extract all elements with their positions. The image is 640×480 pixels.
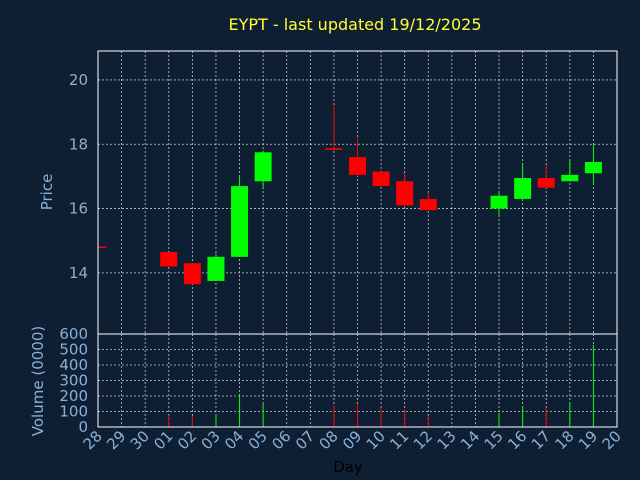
price-tick-label: 16 bbox=[69, 200, 88, 218]
price-candles bbox=[98, 105, 602, 285]
volume-tick-label: 0 bbox=[78, 418, 88, 436]
x-tick-label: 09 bbox=[339, 427, 365, 453]
price-panel-grid bbox=[98, 51, 617, 334]
x-tick-label: 01 bbox=[150, 427, 176, 453]
candle-body bbox=[490, 195, 508, 209]
candle-body bbox=[183, 263, 201, 285]
volume-tick-label: 300 bbox=[59, 372, 88, 390]
volume-tick-label: 600 bbox=[59, 325, 88, 343]
x-tick-label: 10 bbox=[363, 427, 389, 453]
x-tick-label: 02 bbox=[174, 427, 200, 453]
candle-body bbox=[231, 186, 249, 257]
volume-tick-label: 100 bbox=[59, 403, 88, 421]
candle-body bbox=[514, 178, 532, 199]
price-tick-label: 14 bbox=[69, 264, 88, 282]
x-tick-label: 17 bbox=[528, 427, 554, 453]
volume-bars bbox=[168, 344, 594, 427]
volume-tick-label: 200 bbox=[59, 387, 88, 405]
candle-body bbox=[396, 181, 414, 206]
x-tick-label: 30 bbox=[127, 427, 153, 453]
price-axis-ticks: 14 16 18 20 bbox=[69, 71, 88, 282]
x-axis-label: Day bbox=[333, 458, 363, 476]
x-tick-label: 04 bbox=[221, 427, 247, 453]
candle-body bbox=[561, 174, 579, 182]
volume-tick-label: 400 bbox=[59, 356, 88, 374]
candle-body bbox=[98, 246, 106, 248]
candle-body bbox=[207, 256, 225, 281]
candle-body bbox=[537, 178, 555, 188]
x-tick-label: 07 bbox=[292, 427, 318, 453]
x-axis-ticks: 2829300102030405060708091011121314151617… bbox=[80, 427, 625, 453]
x-tick-label: 20 bbox=[599, 427, 625, 453]
x-tick-label: 13 bbox=[433, 427, 459, 453]
x-tick-label: 29 bbox=[103, 427, 129, 453]
chart-title: EYPT - last updated 19/12/2025 bbox=[228, 15, 481, 34]
volume-panel-frame bbox=[97, 333, 618, 428]
volume-axis-label: Volume (0000) bbox=[29, 326, 47, 436]
candle-body bbox=[325, 148, 343, 150]
x-tick-label: 03 bbox=[198, 427, 224, 453]
x-tick-label: 14 bbox=[457, 427, 483, 453]
candle-body bbox=[254, 152, 272, 182]
candle-body bbox=[160, 251, 178, 267]
x-tick-label: 12 bbox=[410, 427, 436, 453]
x-tick-label: 18 bbox=[551, 427, 577, 453]
price-axis-label: Price bbox=[38, 174, 56, 211]
candle-body bbox=[349, 157, 366, 175]
candle-body bbox=[372, 171, 390, 187]
x-tick-label: 06 bbox=[268, 427, 294, 453]
candle-body bbox=[584, 161, 602, 174]
price-tick-label: 20 bbox=[69, 71, 88, 89]
x-tick-label: 11 bbox=[386, 427, 412, 453]
x-tick-label: 15 bbox=[481, 427, 507, 453]
x-tick-label: 19 bbox=[575, 427, 601, 453]
price-tick-label: 18 bbox=[69, 135, 88, 153]
volume-tick-label: 500 bbox=[59, 341, 88, 359]
x-tick-label: 08 bbox=[316, 427, 342, 453]
x-tick-label: 05 bbox=[245, 427, 271, 453]
candle-body bbox=[419, 198, 437, 211]
x-tick-label: 16 bbox=[504, 427, 530, 453]
